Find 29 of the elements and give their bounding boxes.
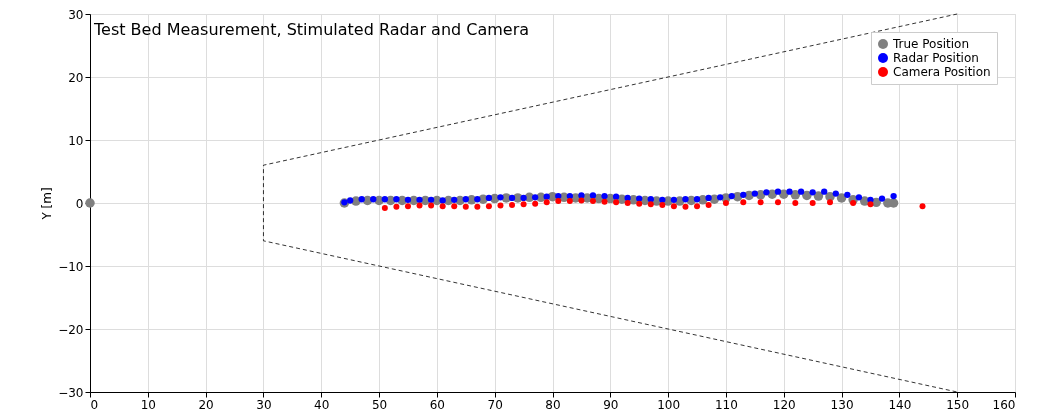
x-tick-label: 40 <box>314 397 330 412</box>
y-tick-label: 0 <box>75 196 84 211</box>
x-tick-label: 70 <box>487 397 503 412</box>
x-tick-label: 80 <box>545 397 561 412</box>
x-tick-label: 110 <box>714 397 738 412</box>
x-tick-label: 160 <box>992 397 1016 412</box>
y-axis-title: Y [m] <box>40 187 55 221</box>
x-tick-label: 10 <box>140 397 156 412</box>
x-tick-label: 150 <box>946 397 970 412</box>
x-tick-label: 130 <box>830 397 854 412</box>
y-tick-label: −10 <box>58 259 84 274</box>
y-tick-label: 30 <box>68 7 84 22</box>
x-tick-label: 50 <box>371 397 388 412</box>
legend-label: Camera Position <box>893 65 991 79</box>
x-tick-label: 30 <box>256 397 272 412</box>
x-tick-label: 20 <box>198 397 214 412</box>
x-tick-label: 60 <box>429 397 446 412</box>
legend-label: Radar Position <box>893 51 979 65</box>
x-tick-label: 0 <box>90 397 99 412</box>
x-tick-label: 120 <box>772 397 796 412</box>
legend-label: True Position <box>892 37 970 51</box>
y-tick-label: 10 <box>68 133 84 148</box>
x-tick-label: 140 <box>888 397 912 412</box>
chart-title: Test Bed Measurement, Stimulated Radar and Camera <box>93 20 530 39</box>
y-tick-label: 20 <box>68 70 84 85</box>
y-tick-label: −20 <box>58 322 84 337</box>
x-tick-label: 100 <box>657 397 681 412</box>
x-tick-label: 90 <box>603 397 619 412</box>
y-tick-label: −30 <box>58 385 84 400</box>
